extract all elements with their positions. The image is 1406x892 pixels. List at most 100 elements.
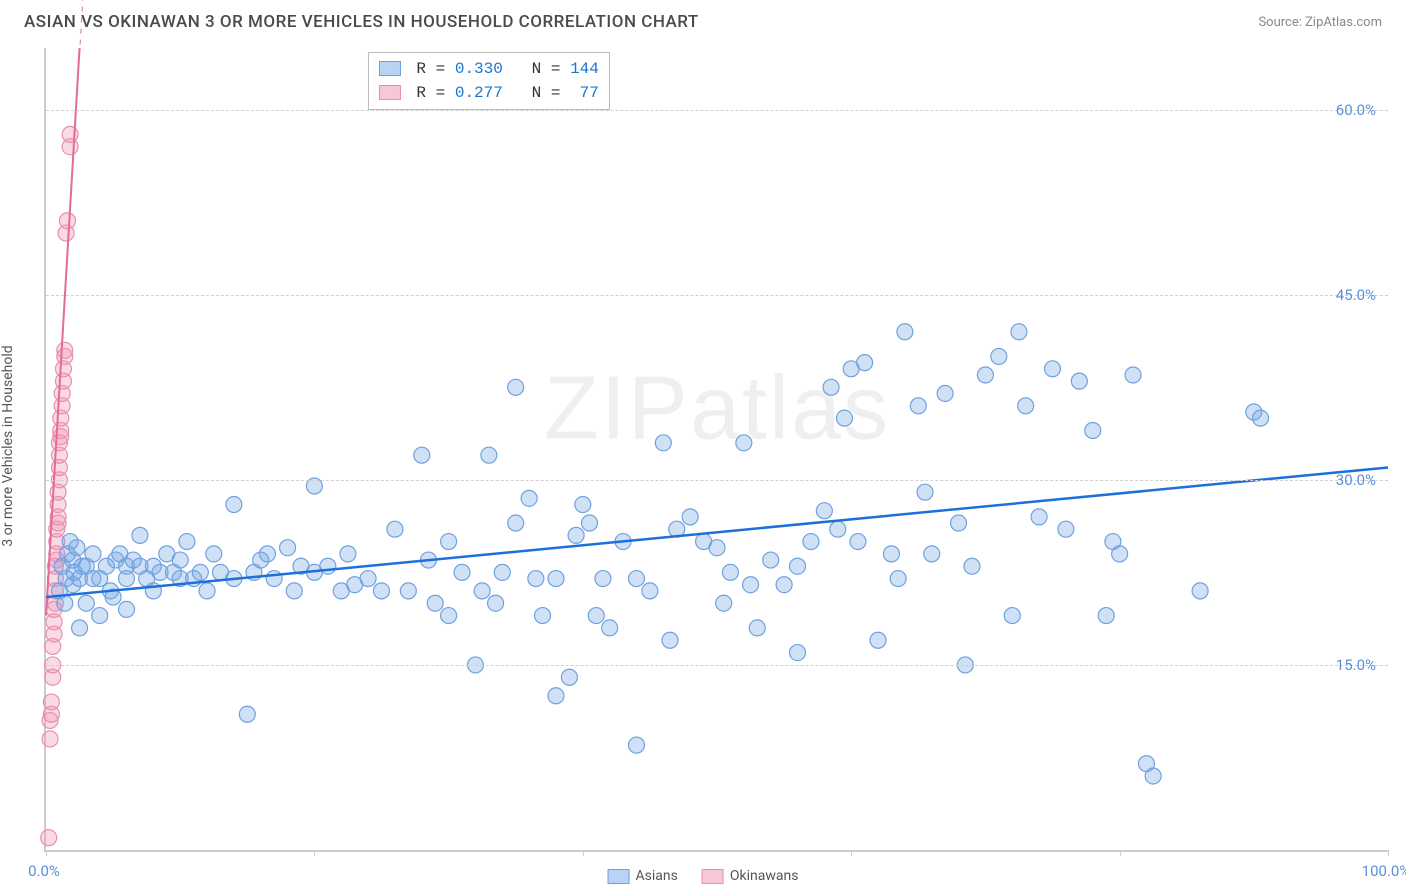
correlation-legend-box: R = 0.330 N = 144 R = 0.277 N = 77 [368, 52, 610, 110]
asians-point [548, 571, 564, 587]
legend-item: Asians [608, 868, 678, 884]
legend-swatch [702, 869, 724, 884]
asians-point [239, 706, 255, 722]
asians-point [535, 608, 551, 624]
asians-point [132, 527, 148, 543]
asians-point [977, 367, 993, 383]
asians-point [830, 521, 846, 537]
asians-point [387, 521, 403, 537]
gridline [46, 295, 1388, 296]
asians-point [897, 324, 913, 340]
asians-point [119, 601, 135, 617]
asians-point [937, 385, 953, 401]
asians-point [870, 632, 886, 648]
asians-point [199, 583, 215, 599]
okinawans-point [59, 213, 75, 229]
legend-swatch [379, 85, 401, 100]
legend-swatch [608, 869, 630, 884]
asians-point [1098, 608, 1114, 624]
y-tick-label: 60.0% [1336, 101, 1376, 119]
legend-label: Okinawans [730, 868, 799, 884]
asians-point [602, 620, 618, 636]
asians-point [964, 558, 980, 574]
x-tick [314, 850, 315, 856]
gridline [46, 110, 1388, 111]
asians-point [206, 546, 222, 562]
y-axis-label: 3 or more Vehicles in Household [0, 345, 16, 546]
scatter-plot-svg [46, 48, 1388, 850]
x-tick [583, 850, 584, 856]
asians-point [763, 552, 779, 568]
asians-point [172, 552, 188, 568]
asians-point [910, 398, 926, 414]
asians-point [340, 546, 356, 562]
asians-point [521, 490, 537, 506]
asians-point [709, 540, 725, 556]
asians-point [991, 348, 1007, 364]
asians-point [179, 534, 195, 550]
asians-point [360, 571, 376, 587]
asians-point [575, 497, 591, 513]
asians-point [57, 595, 73, 611]
asians-point [561, 669, 577, 685]
asians-point [803, 534, 819, 550]
asians-point [508, 515, 524, 531]
asians-point [427, 595, 443, 611]
asians-point [716, 595, 732, 611]
asians-point [776, 577, 792, 593]
asians-point [568, 527, 584, 543]
asians-point [400, 583, 416, 599]
asians-point [69, 540, 85, 556]
asians-point [850, 534, 866, 550]
y-tick-label: 15.0% [1336, 656, 1376, 674]
asians-point [790, 645, 806, 661]
legend-item: Okinawans [702, 868, 799, 884]
asians-point [655, 435, 671, 451]
asians-point [628, 571, 644, 587]
gridline [46, 665, 1388, 666]
asians-point [1058, 521, 1074, 537]
asians-point [528, 571, 544, 587]
asians-point [72, 620, 88, 636]
asians-point [1018, 398, 1034, 414]
okinawans-point [42, 731, 58, 747]
asians-point [454, 564, 470, 580]
asians-point [488, 595, 504, 611]
asians-point [823, 379, 839, 395]
legend-label: Asians [636, 868, 678, 884]
asians-point [736, 435, 752, 451]
asians-point [1192, 583, 1208, 599]
asians-point [259, 546, 275, 562]
legend-swatch [379, 61, 401, 76]
x-tick [851, 850, 852, 856]
asians-point [917, 484, 933, 500]
asians-point [588, 608, 604, 624]
asians-point [582, 515, 598, 531]
y-tick-label: 45.0% [1336, 286, 1376, 304]
asians-point [1125, 367, 1141, 383]
gridline [46, 480, 1388, 481]
asians-point [494, 564, 510, 580]
asians-point [749, 620, 765, 636]
correlation-row: R = 0.330 N = 144 [379, 57, 599, 81]
asians-point [1031, 509, 1047, 525]
asians-point [226, 497, 242, 513]
correlation-row: R = 0.277 N = 77 [379, 81, 599, 105]
okinawans-point [41, 830, 57, 846]
asians-point [816, 503, 832, 519]
asians-point [441, 608, 457, 624]
asians-point [628, 737, 644, 753]
asians-point [374, 583, 390, 599]
asians-point [92, 608, 108, 624]
asians-point [642, 583, 658, 599]
asians-point [1145, 768, 1161, 784]
asians-point [890, 571, 906, 587]
asians-point [1045, 361, 1061, 377]
chart-plot-area: ZIPatlas R = 0.330 N = 144 R = 0.277 N =… [44, 48, 1388, 852]
asians-point [595, 571, 611, 587]
x-tick-label: 0.0% [28, 862, 60, 880]
asians-point [85, 546, 101, 562]
asians-point [320, 558, 336, 574]
asians-point [1071, 373, 1087, 389]
asians-point [682, 509, 698, 525]
